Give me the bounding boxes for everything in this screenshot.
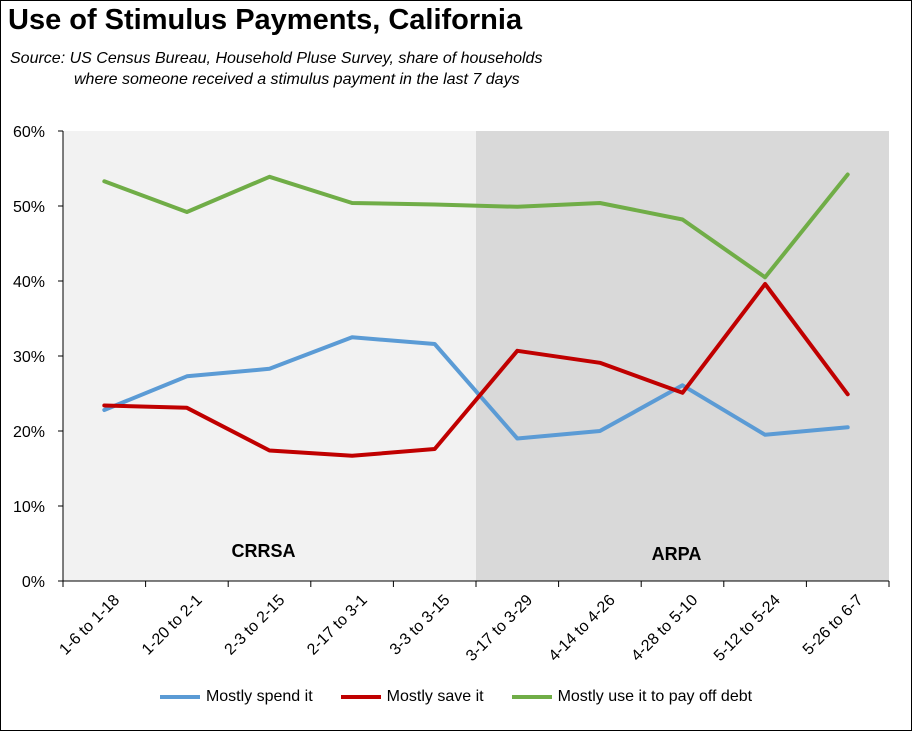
x-tick-label: 5-12 to 5-24 [711, 592, 784, 665]
x-tick-label: 5-26 to 6-7 [800, 592, 867, 659]
chart-title: Use of Stimulus Payments, California [8, 4, 523, 36]
y-tick-label: 50% [13, 199, 45, 216]
subtitle-line-1: Source: US Census Bureau, Household Plus… [10, 50, 543, 67]
chart-regions: CRRSA ARPA [63, 131, 889, 581]
region-label-1: ARPA [652, 544, 702, 564]
y-tick-label: 10% [13, 499, 45, 516]
x-tick-label: 4-28 to 5-10 [628, 592, 701, 665]
y-tick-label: 20% [13, 424, 45, 441]
legend-item-2: Mostly use it to pay off debt [511, 688, 753, 706]
y-tick-label: 40% [13, 274, 45, 291]
subtitle-line-2: where someone received a stimulus paymen… [74, 71, 520, 88]
x-tick-label: 4-14 to 4-26 [546, 592, 619, 665]
x-tick-label: 3-17 to 3-29 [463, 592, 536, 665]
legend-swatch [511, 695, 552, 699]
chart-series [102, 172, 850, 458]
region-band-0 [63, 131, 476, 581]
region-label-0: CRRSA [231, 541, 295, 561]
series-line-0 [102, 335, 850, 441]
x-tick-label: 3-3 to 3-15 [387, 592, 454, 659]
x-tick-label: 2-17 to 3-1 [304, 592, 371, 659]
legend-label: Mostly spend it [205, 688, 313, 705]
y-tick-label: 30% [13, 349, 45, 366]
x-tick-label: 1-6 to 1-18 [56, 592, 123, 659]
y-tick-label: 0% [22, 574, 45, 591]
series-line-1 [102, 282, 850, 458]
legend-swatch [159, 695, 200, 699]
legend-label: Mostly save it [386, 688, 484, 705]
x-tick-label: 1-20 to 2-1 [139, 592, 206, 659]
legend-item-0: Mostly spend it [159, 688, 313, 706]
chart-subtitle: Source: US Census Bureau, Household Plus… [10, 48, 542, 90]
legend-item-1: Mostly save it [340, 688, 484, 706]
y-tick-label: 60% [13, 124, 45, 141]
legend-swatch [340, 695, 381, 699]
x-tick-label: 2-3 to 2-15 [222, 592, 289, 659]
chart-legend: Mostly spend it Mostly save it Mostly use … [0, 688, 912, 706]
legend-label: Mostly use it to pay off debt [557, 688, 753, 705]
series-line-2 [102, 172, 850, 280]
